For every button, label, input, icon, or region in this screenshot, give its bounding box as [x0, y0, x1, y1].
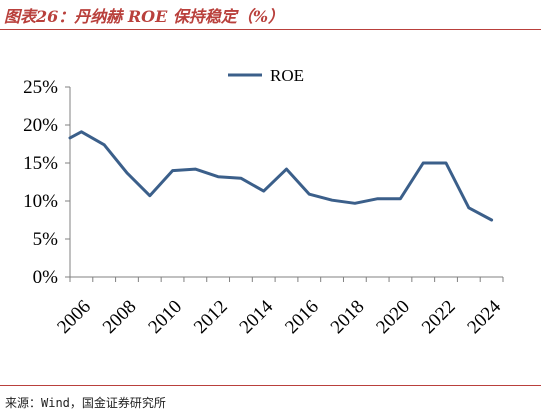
y-tick-label: 15%	[23, 153, 58, 174]
x-tick-label: 2006	[53, 296, 95, 338]
y-tick-label: 10%	[23, 191, 58, 212]
x-axis: 2006 2008 2010 2012 2014 2016 2018 2020 2022 2024	[53, 276, 506, 338]
x-tick-label: 2014	[236, 296, 278, 338]
data-point	[68, 136, 72, 140]
data-point	[148, 194, 151, 197]
x-tick-label: 2016	[281, 296, 323, 338]
x-tick-label: 2010	[144, 296, 186, 338]
data-point	[239, 177, 243, 180]
data-point	[490, 218, 493, 222]
y-tick-label: 20%	[23, 115, 58, 136]
data-point	[102, 143, 106, 146]
x-tick-label: 2024	[463, 296, 505, 338]
data-point	[80, 130, 83, 134]
series-group	[68, 130, 494, 222]
data-point	[125, 171, 129, 175]
legend: ROE	[228, 66, 304, 85]
series-line-roe	[68, 130, 494, 222]
data-point	[376, 197, 379, 200]
y-tick-label: 5%	[33, 229, 59, 250]
x-tick-label: 2020	[372, 296, 414, 338]
y-axis: 0% 5% 10% 15% 20% 25%	[23, 77, 71, 288]
data-point	[194, 167, 197, 171]
x-tick-label: 2022	[418, 296, 460, 338]
y-tick-label: 25%	[23, 77, 58, 98]
data-point	[216, 175, 220, 178]
data-point	[308, 192, 311, 196]
roe-line-chart: 0%5%10%15%20%25% 2006 2008 2010 2012 2014 201…	[23, 66, 506, 338]
y-tick-label: 0%	[33, 267, 59, 288]
data-point	[399, 197, 402, 200]
source-note: 来源：Wind，国金证券研究所	[5, 396, 166, 410]
x-tick-label: 2008	[99, 296, 141, 338]
legend-label: ROE	[270, 66, 304, 85]
data-point	[444, 161, 448, 165]
title-bar: 图表26：丹纳赫 ROE 保持稳定（%）	[0, 0, 541, 30]
x-tick-label: 2012	[190, 296, 232, 338]
data-point	[330, 199, 334, 202]
data-point	[262, 189, 265, 193]
page-title: 图表26：丹纳赫 ROE 保持稳定（%）	[4, 7, 285, 26]
data-point	[171, 169, 174, 172]
data-point	[467, 206, 471, 210]
source-divider	[0, 385, 541, 386]
data-point	[285, 167, 288, 171]
x-tick-label: 2018	[327, 296, 369, 338]
data-point	[422, 161, 425, 165]
data-point	[353, 202, 357, 205]
